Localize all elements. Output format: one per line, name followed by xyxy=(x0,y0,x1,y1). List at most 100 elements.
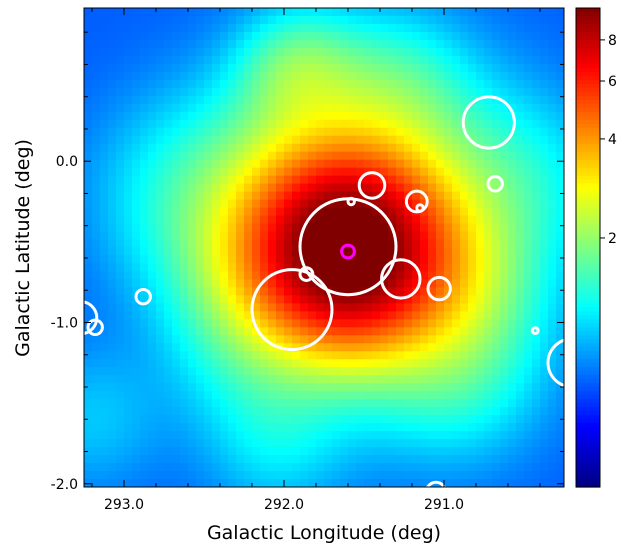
heatmap-cell xyxy=(300,351,309,360)
heatmap-cell xyxy=(500,159,509,169)
heatmap-cell xyxy=(460,23,469,33)
heatmap-cell xyxy=(468,23,477,33)
heatmap-cell xyxy=(548,335,557,344)
heatmap-cell xyxy=(316,111,325,121)
heatmap-cell xyxy=(428,79,437,89)
heatmap-cell xyxy=(436,263,445,273)
heatmap-cell xyxy=(308,431,317,440)
heatmap-cell xyxy=(412,295,421,304)
heatmap-cell xyxy=(300,79,309,89)
heatmap-cell xyxy=(236,135,245,145)
heatmap-cell xyxy=(412,463,421,472)
heatmap-cell xyxy=(460,271,469,281)
heatmap-cell xyxy=(188,15,197,25)
heatmap-cell xyxy=(532,151,541,161)
colorbar-segment xyxy=(576,187,600,193)
heatmap-cell xyxy=(188,303,197,312)
heatmap-cell xyxy=(540,239,549,249)
heatmap-cell xyxy=(300,359,309,368)
heatmap-cell xyxy=(412,439,421,448)
heatmap-cell xyxy=(524,159,533,169)
heatmap-cell xyxy=(364,335,373,344)
heatmap-cell xyxy=(388,367,397,376)
heatmap-cell xyxy=(260,79,269,89)
heatmap-cell xyxy=(268,255,277,265)
heatmap-cell xyxy=(324,271,333,281)
heatmap-cell xyxy=(308,447,317,456)
heatmap-cell xyxy=(260,391,269,400)
heatmap-cell xyxy=(188,279,197,289)
heatmap-cell xyxy=(508,351,517,360)
heatmap-cell xyxy=(356,8,365,17)
heatmap-cell xyxy=(540,343,549,352)
heatmap-cell xyxy=(308,8,317,17)
heatmap-cell xyxy=(460,383,469,392)
heatmap-cell xyxy=(156,287,165,296)
heatmap-cell xyxy=(108,127,117,137)
heatmap-cell xyxy=(460,87,469,97)
heatmap-cell xyxy=(84,8,93,17)
heatmap-cell xyxy=(452,127,461,137)
heatmap-cell xyxy=(348,455,357,464)
heatmap-cell xyxy=(148,287,157,296)
heatmap-cell xyxy=(548,8,557,17)
heatmap-cell xyxy=(212,239,221,249)
heatmap-cell xyxy=(108,239,117,249)
heatmap-cell xyxy=(284,23,293,33)
heatmap-cell xyxy=(148,431,157,440)
heatmap-cell xyxy=(340,255,349,265)
heatmap-cell xyxy=(532,127,541,137)
heatmap-cell xyxy=(228,367,237,376)
heatmap-cell xyxy=(436,415,445,424)
heatmap-cell xyxy=(164,87,173,97)
heatmap-cell xyxy=(468,383,477,392)
heatmap-cell xyxy=(540,71,549,81)
heatmap-cell xyxy=(388,439,397,448)
heatmap-cell xyxy=(92,159,101,169)
heatmap-cell xyxy=(356,471,365,480)
heatmap-cell xyxy=(252,119,261,129)
heatmap-cell xyxy=(132,175,141,185)
heatmap-cell xyxy=(540,447,549,456)
heatmap-cell xyxy=(156,295,165,304)
heatmap-cell xyxy=(436,255,445,265)
heatmap-cell xyxy=(84,63,93,73)
heatmap-cell xyxy=(428,55,437,65)
heatmap-cell xyxy=(228,79,237,89)
heatmap-cell xyxy=(108,191,117,201)
colorbar-segment xyxy=(576,203,600,209)
heatmap-cell xyxy=(140,119,149,129)
heatmap-cell xyxy=(220,8,229,17)
heatmap-cell xyxy=(180,159,189,169)
heatmap-cell xyxy=(212,103,221,113)
heatmap-cell xyxy=(396,271,405,281)
heatmap-cell xyxy=(364,255,373,265)
heatmap-cell xyxy=(324,367,333,376)
heatmap-cell xyxy=(148,399,157,408)
heatmap-cell xyxy=(300,471,309,480)
heatmap-cell xyxy=(260,239,269,249)
heatmap-cell xyxy=(124,367,133,376)
colorbar-segment xyxy=(576,35,600,41)
colorbar-segment xyxy=(576,411,600,416)
heatmap-cell xyxy=(508,23,517,33)
heatmap-cell xyxy=(196,111,205,121)
heatmap-cell xyxy=(404,31,413,41)
heatmap-cell xyxy=(532,407,541,416)
heatmap-cell xyxy=(508,55,517,65)
heatmap-cell xyxy=(228,407,237,416)
heatmap-cell xyxy=(172,71,181,81)
heatmap-cell xyxy=(212,383,221,392)
heatmap-cell xyxy=(508,415,517,424)
heatmap-cell xyxy=(148,175,157,185)
heatmap-cell xyxy=(516,183,525,193)
heatmap-cell xyxy=(148,39,157,49)
heatmap-cell xyxy=(316,95,325,105)
heatmap-cell xyxy=(348,223,357,233)
heatmap-cell xyxy=(476,407,485,416)
heatmap-cell xyxy=(316,143,325,153)
heatmap-cell xyxy=(300,247,309,257)
heatmap-cell xyxy=(516,15,525,25)
heatmap-cell xyxy=(228,103,237,113)
heatmap-cell xyxy=(372,55,381,65)
